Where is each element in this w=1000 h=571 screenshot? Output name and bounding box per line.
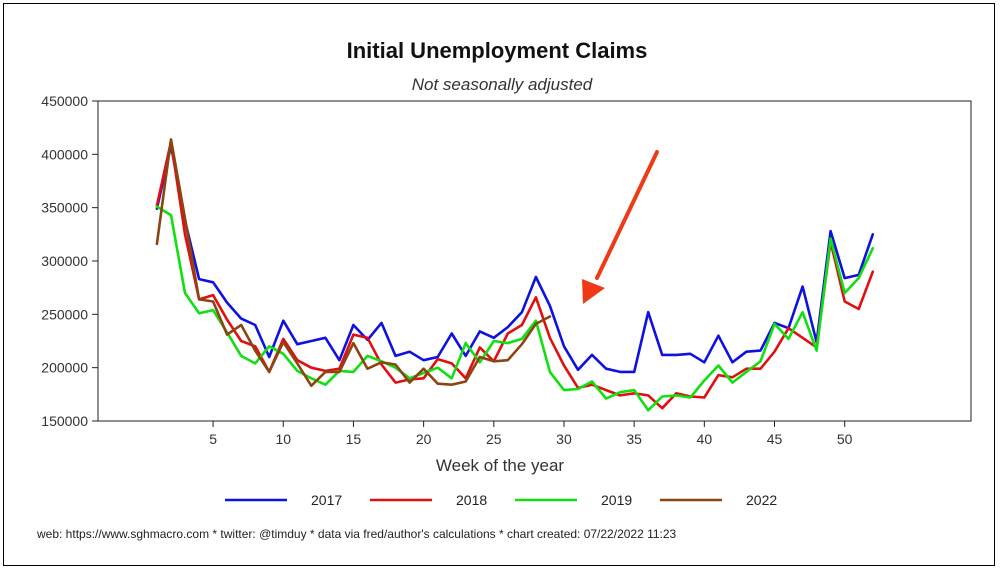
legend-label-2022: 2022 bbox=[746, 492, 777, 508]
x-tick-label: 5 bbox=[209, 431, 217, 447]
x-axis-label: Week of the year bbox=[436, 456, 565, 475]
series-line-2022 bbox=[155, 138, 552, 388]
y-tick-label: 200000 bbox=[41, 360, 88, 376]
series-line-2019 bbox=[155, 205, 875, 412]
y-tick-label: 150000 bbox=[41, 413, 88, 429]
y-tick-label: 350000 bbox=[41, 200, 88, 216]
series-line-2018 bbox=[155, 140, 875, 410]
y-tick-label: 300000 bbox=[41, 253, 88, 269]
y-tick-label: 400000 bbox=[41, 146, 88, 162]
x-tick-label: 45 bbox=[767, 431, 783, 447]
series-lines bbox=[155, 138, 875, 412]
y-tick-label: 250000 bbox=[41, 306, 88, 322]
y-tick-label: 450000 bbox=[41, 93, 88, 109]
x-tick-label: 10 bbox=[275, 431, 291, 447]
x-tick-label: 30 bbox=[556, 431, 572, 447]
annotation-arrow bbox=[582, 150, 659, 304]
legend-label-2019: 2019 bbox=[601, 492, 632, 508]
x-tick-label: 20 bbox=[416, 431, 432, 447]
x-axis: 5 10 15 20 25 30 35 40 45 50 bbox=[209, 421, 853, 447]
footer-text: web: https://www.sghmacro.com * twitter:… bbox=[36, 527, 677, 541]
x-tick-label: 50 bbox=[837, 431, 853, 447]
legend-label-2017: 2017 bbox=[311, 492, 342, 508]
x-tick-label: 35 bbox=[626, 431, 642, 447]
y-axis: 150000 200000 250000 300000 350000 400000 4500… bbox=[41, 93, 98, 429]
legend-label-2018: 2018 bbox=[456, 492, 487, 508]
x-tick-label: 25 bbox=[486, 431, 502, 447]
x-tick-label: 40 bbox=[697, 431, 713, 447]
chart-subtitle: Not seasonally adjusted bbox=[412, 75, 593, 94]
x-tick-label: 15 bbox=[346, 431, 362, 447]
series-line-2017 bbox=[155, 144, 875, 374]
chart-title: Initial Unemployment Claims bbox=[347, 38, 648, 63]
legend: 2017 2018 2019 2022 bbox=[225, 492, 777, 508]
chart-frame bbox=[3, 3, 995, 566]
